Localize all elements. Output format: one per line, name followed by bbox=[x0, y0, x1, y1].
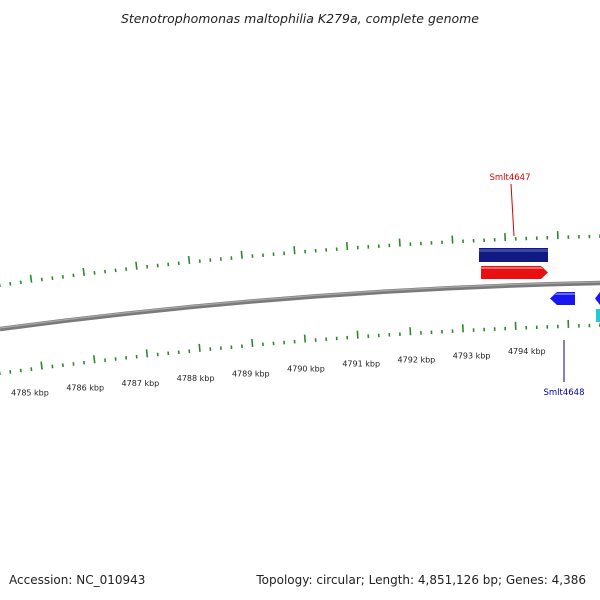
gene-block-cyan[interactable] bbox=[596, 309, 600, 322]
outer-major-tick bbox=[82, 267, 86, 276]
scale-label: 4790 kbp bbox=[287, 365, 325, 374]
gene-label-smlt4647[interactable]: Smlt4647 bbox=[489, 173, 530, 183]
scale-label: 4792 kbp bbox=[398, 356, 436, 365]
scale-label: 4791 kbp bbox=[342, 360, 380, 369]
inner-major-tick bbox=[356, 330, 359, 339]
scale-label: 4785 kbp bbox=[11, 389, 49, 398]
map-title: Stenotrophomonas maltophilia K279a, comp… bbox=[121, 11, 479, 26]
outer-major-tick bbox=[240, 250, 243, 259]
outer-tick-ring bbox=[0, 231, 600, 287]
topology-text: Topology: circular; Length: 4,851,126 bp… bbox=[256, 573, 586, 587]
gene-block-dark-blue-shine bbox=[479, 249, 548, 252]
outer-major-tick bbox=[398, 238, 401, 247]
outer-major-tick bbox=[293, 246, 296, 255]
inner-major-tick bbox=[303, 334, 307, 343]
scale-label: 4793 kbp bbox=[453, 351, 491, 360]
gene-arrow-smlt4647[interactable] bbox=[481, 266, 548, 279]
scale-labels: 4785 kbp 4786 kbp 4787 kbp 4788 kbp 4789 kbp… bbox=[11, 347, 546, 397]
inner-major-tick bbox=[93, 355, 96, 364]
genome-backbone bbox=[0, 280, 600, 332]
inner-major-tick bbox=[251, 338, 254, 348]
outer-major-tick bbox=[29, 274, 33, 283]
outer-major-tick bbox=[187, 255, 191, 265]
scale-label: 4789 kbp bbox=[232, 369, 270, 378]
gene-arrow-smlt4648-shine bbox=[555, 293, 575, 295]
genome-backbone-highlight bbox=[0, 281, 600, 329]
scale-label: 4788 kbp bbox=[177, 374, 215, 383]
inner-tick-ring bbox=[0, 319, 600, 375]
gene-leader-smlt4647 bbox=[510, 183, 515, 237]
outer-major-tick bbox=[345, 242, 349, 251]
outer-major-tick bbox=[135, 261, 138, 270]
inner-major-tick bbox=[40, 361, 43, 370]
scale-label: 4787 kbp bbox=[122, 379, 160, 388]
gene-arrow-partial-blue[interactable] bbox=[595, 292, 600, 305]
accession-text: Accession: NC_010943 bbox=[9, 573, 146, 587]
scale-label: 4786 kbp bbox=[66, 384, 104, 393]
scale-label: 4794 kbp bbox=[508, 347, 546, 356]
inner-major-tick bbox=[145, 349, 149, 358]
inner-major-tick bbox=[198, 343, 201, 352]
gene-arrow-smlt4647-shine bbox=[481, 267, 543, 269]
gene-arrow-smlt4648[interactable] bbox=[550, 292, 575, 305]
gene-label-smlt4648[interactable]: Smlt4648 bbox=[543, 388, 584, 398]
